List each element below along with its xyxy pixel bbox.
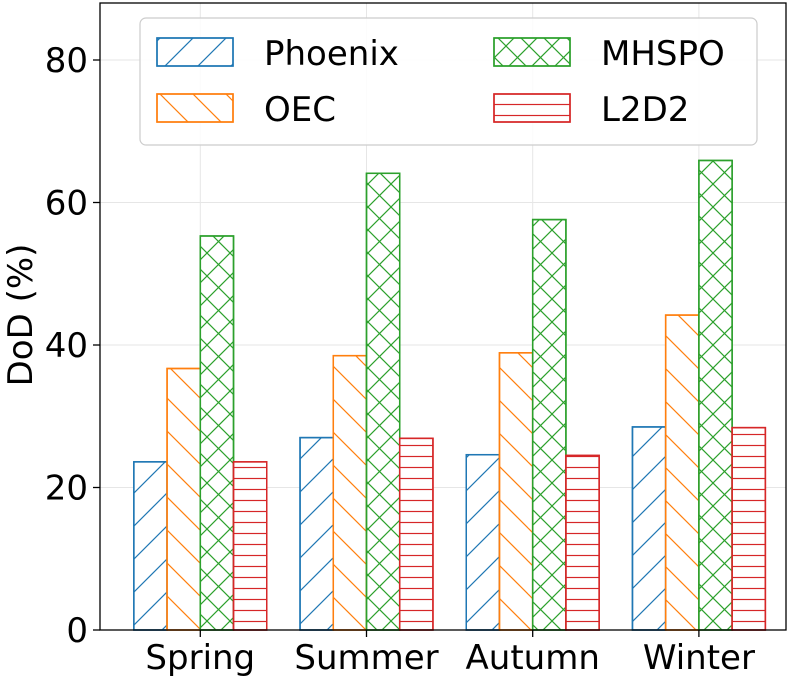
x-tick-label-summer: Summer [294,638,438,678]
y-axis-title: DoD (%) [1,244,41,387]
bar-phoenix-winter [631,426,667,631]
bar-l2d2-autumn [565,454,600,631]
x-tick-label-autumn: Autumn [466,638,600,678]
x-axis: Spring Summer Autumn Winter [145,630,755,678]
legend-swatch-oec [156,93,234,123]
bar-l2d2-winter [731,426,767,631]
legend-swatch-phoenix [156,37,234,67]
legend: Phoenix OEC MHSPO L2D2 [139,17,758,146]
bar-l2d2-summer [398,437,434,631]
bar-oec-autumn [498,352,534,631]
bar-oec-summer [332,354,368,631]
x-tick-label-winter: Winter [643,638,755,678]
bars [133,159,767,631]
legend-box [139,17,758,146]
legend-label-phoenix: Phoenix [264,34,399,74]
bar-oec-spring [166,367,202,631]
y-tick-label-20: 20 [45,469,88,509]
bar-phoenix-summer [299,436,335,631]
y-tick-label-60: 60 [45,184,88,224]
x-tick-label-spring: Spring [145,638,255,678]
legend-swatch-l2d2 [493,93,571,123]
bar-mhspo-autumn [531,218,567,631]
bar-phoenix-autumn [465,453,501,631]
bar-l2d2-spring [232,461,268,631]
bar-mhspo-summer [365,172,401,631]
bar-mhspo-winter [698,159,733,631]
legend-label-oec: OEC [264,90,336,130]
bar-mhspo-spring [199,235,235,631]
legend-label-l2d2: L2D2 [601,90,689,130]
legend-swatch-mhspo [493,37,571,67]
plot-frame [99,2,787,631]
bar-oec-winter [664,314,700,631]
y-tick-label-0: 0 [66,611,88,651]
y-tick-label-80: 80 [45,41,88,81]
y-tick-label-40: 40 [45,326,88,366]
y-axis: 0 20 40 60 80 [45,41,100,651]
legend-label-mhspo: MHSPO [601,34,725,74]
bar-phoenix-spring [133,461,168,631]
